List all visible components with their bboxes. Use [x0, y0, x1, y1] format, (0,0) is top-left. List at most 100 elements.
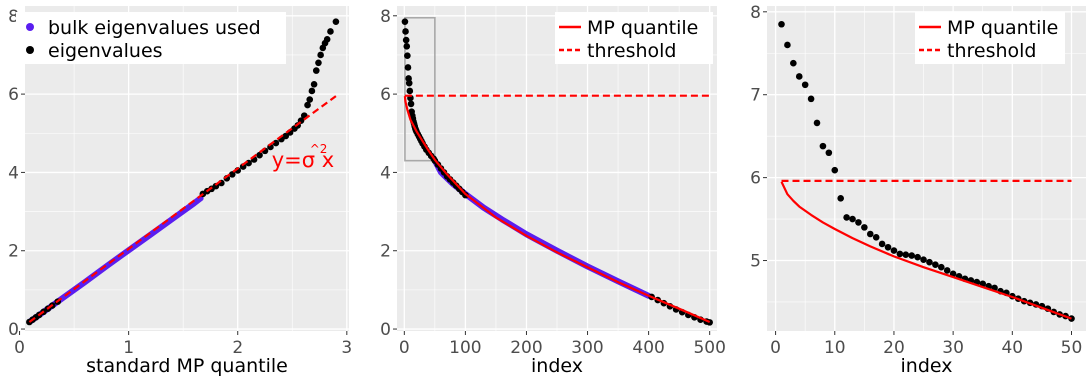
- data-point-eigenvalues: [813, 119, 821, 127]
- series-y-2x: [28, 95, 337, 323]
- x-axis-label: standard MP quantile: [86, 355, 288, 377]
- data-point-eigenvalues: [228, 171, 236, 178]
- data-point-eigenvalues: [932, 261, 939, 268]
- data-point-eigenvalues: [914, 253, 921, 261]
- y-tick-label: 6: [8, 85, 19, 105]
- data-point-eigenvalues: [825, 149, 833, 157]
- series-mp-quantile: [780, 181, 1072, 320]
- data-point-eigenvalues: [790, 59, 797, 67]
- y-tick-label: 5: [750, 252, 761, 272]
- data-point-eigenvalues: [403, 43, 411, 50]
- data-point-eigenvalues: [402, 28, 409, 35]
- data-point-eigenvalues: [401, 18, 409, 25]
- legend-item: threshold: [919, 40, 1036, 62]
- data-point-eigenvalues: [308, 87, 316, 95]
- data-point-eigenvalues: [312, 67, 320, 74]
- legend-item: eigenvalues: [26, 40, 163, 62]
- legend-label: threshold: [587, 40, 676, 62]
- data-point-eigenvalues: [801, 81, 809, 89]
- y-tick-label: 8: [8, 7, 19, 27]
- y-tick-label: 6: [750, 169, 761, 189]
- x-tick-label: 20: [883, 338, 905, 358]
- x-tick-label: 100: [449, 338, 481, 358]
- data-point-eigenvalues: [404, 64, 412, 71]
- data-point-eigenvalues: [306, 96, 314, 103]
- data-point-eigenvalues: [902, 251, 910, 259]
- data-point-eigenvalues: [317, 51, 324, 59]
- y-tick-label: 4: [380, 163, 391, 183]
- data-point-eigenvalues: [404, 52, 411, 60]
- legend-label: threshold: [947, 40, 1036, 62]
- data-point-eigenvalues: [323, 35, 331, 43]
- x-tick-label: 30: [942, 338, 964, 358]
- x-axis-label: index: [531, 355, 583, 377]
- data-point-eigenvalues: [890, 247, 898, 254]
- data-layer: [26, 18, 340, 326]
- x-tick-label: 1: [123, 338, 134, 358]
- zoom-region-box: [404, 16, 436, 162]
- data-point-eigenvalues: [908, 252, 916, 259]
- annotation-label: y=σ^2x: [272, 142, 334, 172]
- data-point-eigenvalues: [920, 256, 927, 263]
- data-point-eigenvalues: [843, 214, 850, 221]
- x-tick-label: 2: [232, 338, 243, 358]
- data-point-eigenvalues: [837, 195, 844, 202]
- annotation-text: y=σ: [272, 148, 315, 172]
- data-point-eigenvalues: [884, 243, 892, 251]
- x-tick-label: 200: [510, 338, 542, 358]
- x-tick-label: 300: [571, 338, 603, 358]
- data-point-eigenvalues: [405, 79, 413, 87]
- x-tick-label: 0: [770, 338, 781, 358]
- annotation-superscript: ^2: [310, 142, 328, 156]
- y-tick-label: 6: [380, 85, 391, 105]
- legend-label: MP quantile: [947, 17, 1058, 39]
- data-point-eigenvalues: [239, 163, 247, 170]
- x-tick-label: 40: [1001, 338, 1023, 358]
- legend-key-point: [26, 23, 34, 31]
- data-point-eigenvalues: [878, 240, 886, 248]
- y-tick-label: 0: [8, 320, 19, 340]
- x-tick-label: 400: [632, 338, 664, 358]
- data-point-eigenvalues: [406, 87, 414, 95]
- x-tick-label: 0: [399, 338, 410, 358]
- data-point-eigenvalues: [256, 151, 263, 159]
- data-point-eigenvalues: [937, 263, 945, 271]
- data-point-eigenvalues: [327, 28, 334, 35]
- chart-panel-2: 0 100 200 300 400 500 0 2 4 6 8 index MP quantilethr…: [380, 6, 726, 377]
- data-point-eigenvalues: [795, 73, 803, 80]
- annotation-variable: x: [322, 148, 334, 172]
- y-tick-label: 8: [750, 3, 761, 23]
- data-point-eigenvalues: [310, 81, 318, 88]
- chart-panel-1: 0 1 2 3 0 2 4 6 8 standard MP quantile y=σ^2x bulk …: [8, 6, 352, 377]
- data-point-eigenvalues: [272, 139, 280, 147]
- data-point-eigenvalues: [784, 41, 791, 49]
- x-tick-label: 10: [824, 338, 846, 358]
- legend-item: MP quantile: [559, 17, 698, 39]
- legend-box: [915, 12, 1065, 64]
- legend-box: [16, 12, 286, 64]
- data-point-eigenvalues: [304, 101, 311, 109]
- legend-label: MP quantile: [587, 17, 698, 39]
- legend-box: [555, 12, 713, 64]
- data-point-eigenvalues: [861, 224, 868, 231]
- data-layer: [401, 16, 713, 326]
- data-point-eigenvalues: [866, 230, 874, 238]
- x-tick-label: 0: [14, 338, 25, 358]
- data-point-eigenvalues: [943, 267, 951, 274]
- y-tick-label: 2: [8, 242, 19, 262]
- data-point-eigenvalues: [872, 234, 880, 241]
- legend-key-point: [26, 46, 34, 54]
- data-point-eigenvalues: [831, 166, 839, 174]
- legend-item: MP quantile: [919, 17, 1058, 39]
- x-tick-label: 50: [1061, 338, 1083, 358]
- data-point-eigenvalues: [819, 142, 827, 150]
- x-tick-label: 500: [693, 338, 725, 358]
- data-point-eigenvalues: [315, 59, 322, 67]
- data-point-eigenvalues: [926, 258, 933, 266]
- y-tick-label: 4: [8, 163, 19, 183]
- y-tick-label: 7: [750, 86, 761, 106]
